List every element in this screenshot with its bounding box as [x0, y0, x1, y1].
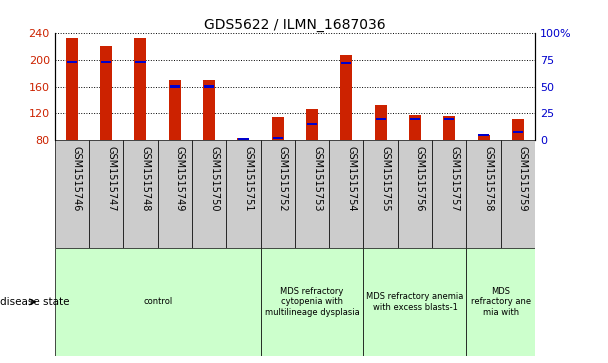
Bar — [329, 140, 364, 248]
Bar — [444, 118, 454, 120]
Text: GSM1515747: GSM1515747 — [106, 146, 116, 211]
Bar — [466, 140, 501, 248]
Bar — [376, 118, 385, 120]
Text: GSM1515749: GSM1515749 — [174, 146, 185, 211]
Text: GSM1515750: GSM1515750 — [209, 146, 219, 211]
Bar — [169, 80, 181, 140]
Bar — [203, 80, 215, 140]
Text: GSM1515757: GSM1515757 — [449, 146, 459, 211]
Bar — [89, 140, 123, 248]
Bar — [134, 38, 147, 140]
Bar — [237, 138, 249, 140]
Text: GSM1515751: GSM1515751 — [243, 146, 254, 211]
Bar — [364, 248, 466, 356]
Text: disease state: disease state — [0, 297, 69, 307]
Text: GSM1515752: GSM1515752 — [278, 146, 288, 211]
Bar — [513, 131, 523, 133]
Text: MDS
refractory ane
mia with: MDS refractory ane mia with — [471, 287, 531, 317]
Bar — [238, 138, 249, 140]
Text: GSM1515754: GSM1515754 — [347, 146, 356, 211]
Bar — [501, 140, 535, 248]
Bar — [477, 135, 489, 140]
Bar — [398, 140, 432, 248]
Bar — [478, 134, 489, 136]
Bar — [261, 248, 364, 356]
Bar — [100, 46, 112, 140]
Text: GSM1515753: GSM1515753 — [312, 146, 322, 211]
Bar — [364, 140, 398, 248]
Text: GSM1515758: GSM1515758 — [483, 146, 494, 211]
Bar — [136, 61, 145, 63]
Text: GSM1515755: GSM1515755 — [381, 146, 391, 211]
Text: GSM1515759: GSM1515759 — [518, 146, 528, 211]
Text: GSM1515746: GSM1515746 — [72, 146, 82, 211]
Bar — [375, 105, 387, 140]
Bar — [466, 248, 535, 356]
Text: MDS refractory
cytopenia with
multilineage dysplasia: MDS refractory cytopenia with multilinea… — [264, 287, 359, 317]
Text: MDS refractory anemia
with excess blasts-1: MDS refractory anemia with excess blasts… — [366, 292, 464, 311]
Bar — [272, 117, 284, 140]
Bar — [67, 61, 77, 63]
Bar — [306, 109, 318, 140]
Bar — [341, 62, 351, 64]
Bar — [204, 85, 214, 88]
Bar — [123, 140, 157, 248]
Bar — [512, 119, 524, 140]
Bar — [55, 248, 261, 356]
Bar — [101, 61, 111, 63]
Bar — [261, 140, 295, 248]
Text: GSM1515756: GSM1515756 — [415, 146, 425, 211]
Bar — [295, 140, 329, 248]
Text: GSM1515748: GSM1515748 — [140, 146, 151, 211]
Title: GDS5622 / ILMN_1687036: GDS5622 / ILMN_1687036 — [204, 18, 385, 32]
Bar — [272, 137, 283, 139]
Bar — [410, 118, 420, 120]
Bar — [340, 55, 353, 140]
Bar — [409, 115, 421, 140]
Bar — [226, 140, 261, 248]
Bar — [307, 123, 317, 125]
Bar — [157, 140, 192, 248]
Bar — [66, 38, 78, 140]
Bar — [170, 85, 180, 88]
Text: control: control — [143, 297, 172, 306]
Bar — [192, 140, 226, 248]
Bar — [432, 140, 466, 248]
Bar — [55, 140, 89, 248]
Bar — [443, 116, 455, 140]
